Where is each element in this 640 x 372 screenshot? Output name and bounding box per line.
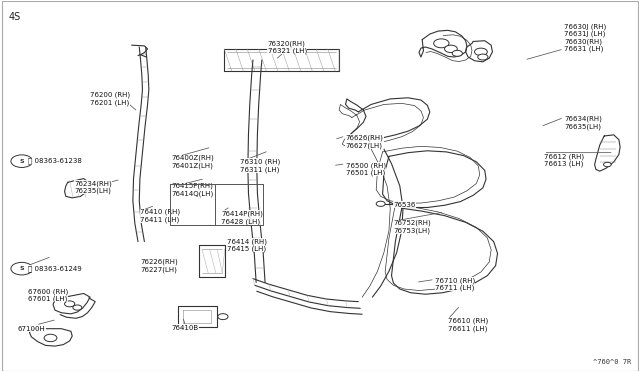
- Text: 76414 (RH)
76415 (LH): 76414 (RH) 76415 (LH): [227, 238, 268, 252]
- Text: 76710 (RH)
76711 (LH): 76710 (RH) 76711 (LH): [435, 277, 476, 291]
- Circle shape: [445, 45, 458, 52]
- Text: 76410 (RH)
76411 (LH): 76410 (RH) 76411 (LH): [140, 209, 180, 223]
- Text: 76414P(RH)
76428 (LH): 76414P(RH) 76428 (LH): [221, 211, 263, 224]
- Text: 76200 (RH)
76201 (LH): 76200 (RH) 76201 (LH): [90, 92, 130, 106]
- Text: 76320(RH)
76321 (LH): 76320(RH) 76321 (LH): [268, 40, 307, 54]
- Circle shape: [65, 301, 75, 307]
- Text: 4S: 4S: [8, 12, 20, 22]
- Text: ^760^0 7R: ^760^0 7R: [593, 359, 632, 365]
- Text: 67100H: 67100H: [18, 326, 45, 332]
- Circle shape: [434, 39, 449, 48]
- Circle shape: [376, 201, 385, 206]
- Text: 76752(RH)
76753(LH): 76752(RH) 76753(LH): [394, 220, 431, 234]
- Circle shape: [474, 48, 487, 55]
- Circle shape: [477, 54, 488, 60]
- Text: 76626(RH)
76627(LH): 76626(RH) 76627(LH): [346, 135, 383, 148]
- Text: S: S: [19, 159, 24, 164]
- Text: 67600 (RH)
67601 (LH): 67600 (RH) 67601 (LH): [28, 288, 68, 302]
- Text: 76410B: 76410B: [172, 325, 199, 331]
- Text: 76415P(RH)
76414Q(LH): 76415P(RH) 76414Q(LH): [172, 183, 214, 197]
- Circle shape: [73, 305, 82, 310]
- Text: Ⓢ 08363-61238: Ⓢ 08363-61238: [28, 158, 81, 164]
- Circle shape: [218, 314, 228, 320]
- Text: 76612 (RH)
76613 (LH): 76612 (RH) 76613 (LH): [543, 153, 584, 167]
- Circle shape: [44, 334, 57, 341]
- Text: 76500 (RH)
76501 (LH): 76500 (RH) 76501 (LH): [346, 162, 386, 176]
- Text: 76610 (RH)
76611 (LH): 76610 (RH) 76611 (LH): [448, 318, 488, 332]
- Circle shape: [604, 162, 611, 167]
- Text: 76630J (RH)
76631J (LH)
76630(RH)
76631 (LH): 76630J (RH) 76631J (LH) 76630(RH) 76631 …: [564, 23, 606, 52]
- Text: 76634(RH)
76635(LH): 76634(RH) 76635(LH): [564, 116, 602, 130]
- Circle shape: [11, 155, 33, 167]
- Circle shape: [11, 262, 33, 275]
- Text: 76226(RH)
76227(LH): 76226(RH) 76227(LH): [140, 259, 178, 273]
- Text: Ⓢ 08363-61249: Ⓢ 08363-61249: [28, 265, 81, 272]
- Text: 76400Z(RH)
76401Z(LH): 76400Z(RH) 76401Z(LH): [172, 155, 214, 169]
- Circle shape: [452, 50, 463, 56]
- Text: 76234(RH)
76235(LH): 76234(RH) 76235(LH): [74, 180, 112, 194]
- Text: 76310 (RH)
76311 (LH): 76310 (RH) 76311 (LH): [240, 158, 280, 173]
- Text: 76536: 76536: [394, 202, 416, 208]
- Text: S: S: [19, 266, 24, 271]
